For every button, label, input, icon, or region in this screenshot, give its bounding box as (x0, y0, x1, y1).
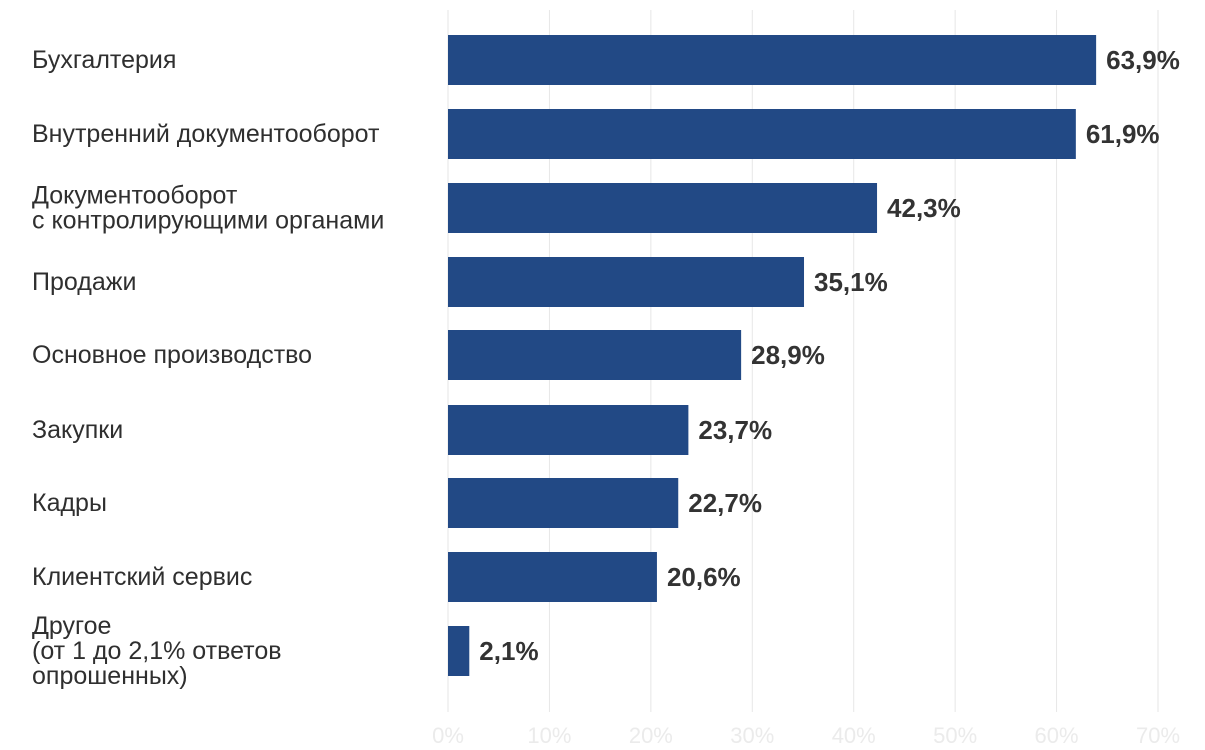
x-tick-label: 10% (527, 723, 571, 748)
category-label-line: опрошенных) (32, 662, 188, 690)
bar (448, 552, 657, 602)
category-label-line: (от 1 до 2,1% ответов (32, 637, 282, 665)
category-label-line: Закупки (32, 416, 123, 444)
category-label-line: Кадры (32, 489, 107, 517)
category-label: Продажи (32, 268, 136, 296)
category-label-line: Продажи (32, 268, 136, 296)
bar (448, 405, 689, 455)
category-label-line: Внутренний документооборот (32, 120, 380, 148)
bar-value-label: 20,6% (667, 562, 741, 592)
bar-value-label: 42,3% (887, 193, 961, 223)
bar-value-label: 61,9% (1086, 119, 1160, 149)
x-tick-label: 20% (629, 723, 673, 748)
bars: 63,9% 61,9% 42,3% 35,1% 28,9% 23,7% 22,7% 20,6%… (448, 35, 1180, 676)
category-labels: Бухгалтерия Внутренний документооборот Док… (32, 46, 384, 690)
category-label-line: с контролирующими органами (32, 207, 384, 235)
bar (448, 183, 878, 233)
x-tick-label: 40% (832, 723, 876, 748)
category-label-line: Основное производство (32, 341, 312, 369)
category-label-line: Клиентский сервис (32, 563, 252, 591)
category-label-line: Документооборот (32, 182, 238, 210)
bar (448, 257, 805, 307)
category-label: Внутренний документооборот (32, 120, 380, 148)
x-tick-label: 30% (730, 723, 774, 748)
category-label: Основное производство (32, 341, 312, 369)
category-label: Другое (от 1 до 2,1% ответов опрошенных) (32, 612, 282, 690)
x-tick-label: 0% (432, 723, 464, 748)
bar (448, 626, 470, 676)
bar (448, 35, 1097, 85)
x-axis-ticks: 0% 10% 20% 30% 40% 50% 60% 70% (432, 723, 1180, 748)
x-tick-label: 70% (1136, 723, 1180, 748)
bar-value-label: 23,7% (698, 415, 772, 445)
bar (448, 109, 1076, 159)
x-tick-label: 60% (1035, 723, 1079, 748)
bar-value-label: 63,9% (1106, 45, 1180, 75)
category-label: Клиентский сервис (32, 563, 252, 591)
bar (448, 478, 679, 528)
category-label-line: Другое (32, 612, 111, 640)
category-label: Закупки (32, 416, 123, 444)
bar-value-label: 35,1% (814, 267, 888, 297)
category-label: Документооборот с контролирующими органам… (32, 182, 384, 235)
category-label: Бухгалтерия (32, 46, 176, 74)
x-tick-label: 50% (933, 723, 977, 748)
category-label: Кадры (32, 489, 107, 517)
bar-value-label: 22,7% (688, 488, 762, 518)
bar (448, 330, 742, 380)
bar-value-label: 2,1% (479, 636, 538, 666)
bar-value-label: 28,9% (751, 340, 825, 370)
category-label-line: Бухгалтерия (32, 46, 176, 74)
